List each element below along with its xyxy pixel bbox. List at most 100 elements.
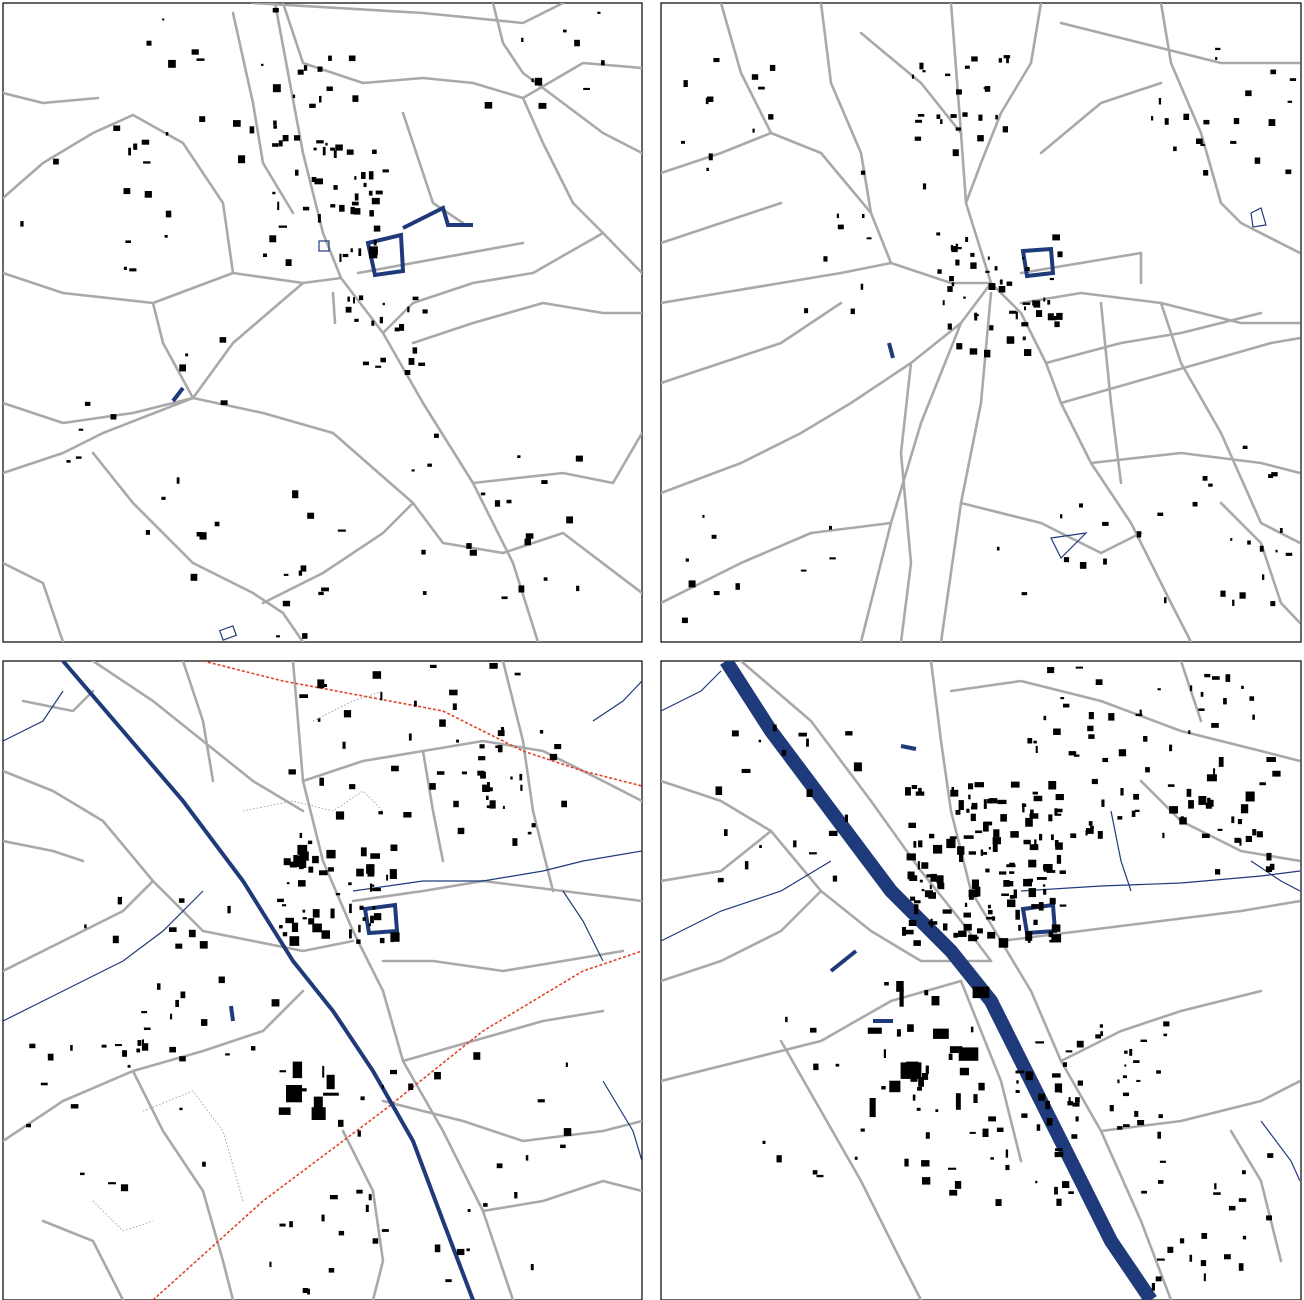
- building: [283, 858, 291, 866]
- building: [292, 1061, 303, 1079]
- building: [26, 1123, 31, 1128]
- building: [1212, 676, 1220, 680]
- road: [3, 769, 355, 953]
- building: [307, 1288, 310, 1295]
- building: [832, 875, 838, 882]
- road: [481, 1179, 642, 1213]
- building: [988, 904, 991, 909]
- building: [298, 862, 304, 870]
- building: [348, 55, 356, 62]
- building: [467, 1209, 471, 1212]
- building: [930, 918, 933, 928]
- building: [963, 912, 971, 918]
- building: [1095, 1034, 1102, 1039]
- building: [272, 143, 279, 147]
- building: [998, 286, 1006, 293]
- building: [990, 1157, 994, 1160]
- building: [1285, 169, 1292, 175]
- building: [955, 1093, 961, 1110]
- building: [1167, 784, 1175, 787]
- building: [1043, 715, 1047, 721]
- building: [1141, 1190, 1147, 1194]
- building: [968, 851, 976, 855]
- building: [1068, 1097, 1071, 1105]
- building: [279, 925, 283, 929]
- building: [917, 114, 925, 117]
- road: [411, 301, 642, 345]
- building: [1117, 1126, 1123, 1130]
- map-panel: [660, 2, 1302, 643]
- building: [339, 253, 342, 262]
- building: [597, 11, 601, 14]
- building: [295, 169, 299, 176]
- building: [1245, 835, 1252, 842]
- building: [333, 185, 338, 190]
- building: [1252, 714, 1255, 720]
- railways: [3, 661, 642, 1300]
- building: [312, 923, 322, 933]
- building: [354, 193, 359, 201]
- building: [333, 150, 337, 158]
- building: [907, 871, 915, 880]
- building: [1032, 300, 1035, 306]
- building: [168, 59, 176, 68]
- panel-frame: [2, 2, 643, 643]
- building: [525, 1155, 529, 1161]
- building: [1230, 538, 1233, 541]
- building: [1047, 667, 1055, 674]
- building: [141, 1011, 148, 1014]
- building: [908, 822, 916, 828]
- building: [489, 663, 498, 669]
- building: [968, 894, 974, 900]
- building: [912, 1094, 916, 1101]
- building: [1051, 934, 1062, 943]
- building: [1201, 833, 1210, 838]
- building: [479, 744, 485, 749]
- building: [707, 96, 714, 102]
- building: [1200, 1260, 1207, 1267]
- building: [1063, 557, 1070, 563]
- building: [349, 784, 356, 790]
- building: [434, 433, 439, 438]
- building: [123, 188, 131, 195]
- road: [964, 3, 1043, 205]
- building: [1122, 1075, 1127, 1079]
- building: [1198, 708, 1205, 711]
- building: [379, 316, 383, 324]
- building: [272, 84, 281, 93]
- building: [179, 1056, 186, 1062]
- building: [351, 201, 359, 206]
- road: [3, 113, 343, 285]
- building: [335, 144, 343, 151]
- building: [469, 549, 477, 556]
- building: [1158, 98, 1162, 105]
- building: [434, 1244, 441, 1253]
- building: [1046, 1122, 1053, 1126]
- building: [312, 909, 320, 918]
- building: [263, 253, 267, 257]
- building: [196, 58, 205, 61]
- building: [286, 1085, 302, 1103]
- building: [403, 812, 412, 818]
- road: [929, 661, 1173, 1300]
- building: [1202, 476, 1208, 481]
- building: [1137, 1120, 1145, 1126]
- building: [199, 532, 207, 540]
- building: [925, 1065, 929, 1074]
- building: [1042, 884, 1046, 887]
- building: [836, 213, 839, 219]
- building: [367, 873, 375, 877]
- building: [382, 169, 389, 173]
- building: [575, 455, 583, 462]
- building: [1065, 1050, 1073, 1053]
- building: [175, 943, 183, 949]
- building: [1214, 1183, 1217, 1190]
- building: [1015, 311, 1018, 320]
- building: [309, 103, 316, 108]
- building: [1021, 1113, 1028, 1118]
- building: [84, 401, 91, 406]
- road: [1039, 81, 1163, 155]
- building: [1158, 1114, 1163, 1119]
- building: [271, 999, 280, 1007]
- building: [1079, 503, 1083, 508]
